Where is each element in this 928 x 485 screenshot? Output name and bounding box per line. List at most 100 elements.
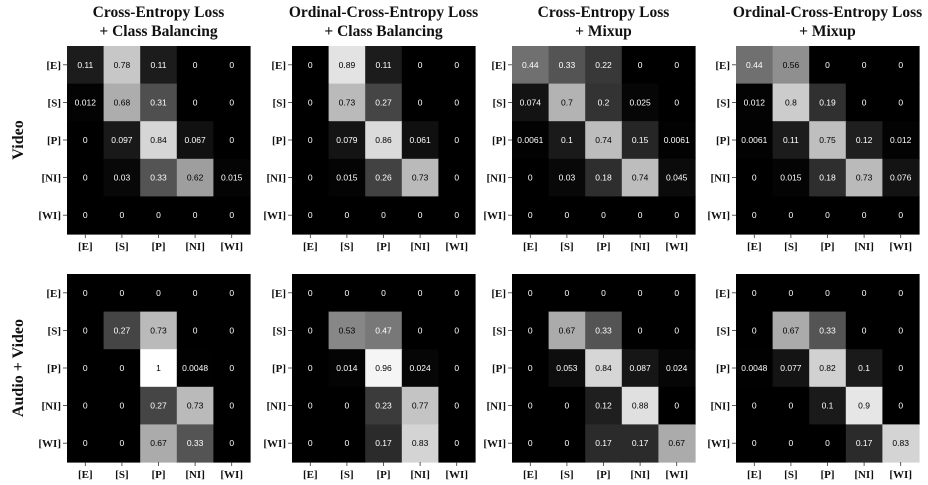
column-title: Cross-Entropy Loss [538,4,670,21]
heatmap-cell [140,83,178,122]
column-title: Cross-Entropy Loss [93,4,225,21]
heatmap-cell [736,274,774,313]
cell-value-label: 0.84 [595,363,612,373]
heatmap-cell [845,158,883,197]
heatmap-cell [103,274,141,313]
y-tick-label: [P] [272,363,286,375]
heatmap-cell [548,46,586,85]
heatmap-cell [621,349,659,388]
heatmap-cell [401,311,439,350]
heatmap-cell [585,349,623,388]
cell-value-label: 0 [638,210,643,220]
y-tick-label: [WI] [38,438,61,450]
heatmap-cell [140,274,178,313]
cell-value-label: 0.17 [595,438,612,448]
x-tick-label: [P] [596,241,610,253]
y-tick-label: [E] [715,288,730,300]
cell-value-label: 0.53 [339,325,356,335]
heatmap-cell [882,311,920,350]
cell-value-label: 0.26 [375,173,392,183]
cell-value-label: 0 [308,135,313,145]
heatmap-cell [176,121,214,160]
heatmap-cell [585,83,623,122]
cell-value-label: 0 [601,288,606,298]
x-tick-label: [NI] [630,241,650,253]
cell-value-label: 0 [308,60,313,70]
heatmap-cell [585,196,623,235]
heatmap-cell [772,121,810,160]
cell-value-label: 0 [454,210,459,220]
cell-value-label: 0 [229,325,234,335]
y-tick-label: [E] [271,288,286,300]
heatmap-cell [438,158,476,197]
cell-value-label: 0.33 [187,438,204,448]
cell-value-label: 0 [752,288,757,298]
row-label: Video [10,120,27,159]
confusion-matrix: 0.44 0.33 0.22 0 0 0.074 0.7 0.2 0.025 0 0.0061 0.1… [483,46,696,253]
cell-value-label: 0 [308,401,313,411]
cell-value-label: 0 [418,288,423,298]
cell-value-label: 0 [789,288,794,298]
heatmap-cell [213,196,251,235]
heatmap-cell [512,158,550,197]
heatmap-cell [103,158,141,197]
y-tick-label: [E] [491,288,506,300]
heatmap-cell [845,274,883,313]
cell-value-label: 0 [674,97,679,107]
heatmap-cell [438,424,476,463]
cell-value-label: 0 [193,97,198,107]
x-tick-label: [WI] [665,241,688,253]
cell-value-label: 0 [565,401,570,411]
cell-value-label: 0.076 [890,173,912,183]
cell-value-label: 0.11 [77,60,93,70]
y-tick-label: [NI] [41,401,61,413]
cell-value-label: 0.0061 [741,135,767,145]
cell-value-label: 0 [825,60,830,70]
heatmap-cell [512,83,550,122]
cell-value-label: 0.83 [892,438,909,448]
cell-value-label: 0.077 [780,363,802,373]
x-tick-label: [S] [340,241,353,253]
heatmap-cell [103,46,141,85]
cell-value-label: 0.012 [75,97,97,107]
y-tick-label: [E] [46,60,61,72]
heatmap-cell [103,83,141,122]
cell-value-label: 0 [898,97,903,107]
heatmap-cell [621,46,659,85]
cell-value-label: 0 [418,210,423,220]
heatmap-cell [772,83,810,122]
cell-value-label: 0.012 [744,97,766,107]
cell-value-label: 0.67 [559,325,576,335]
heatmap-cell [809,83,847,122]
y-tick-label: [NI] [710,401,730,413]
column-title: + Mixup [575,23,632,40]
heatmap-cell [621,196,659,235]
heatmap-cell [658,424,696,463]
heatmap-cell [292,196,330,235]
cell-value-label: 0.17 [856,438,873,448]
y-tick-label: [P] [716,135,730,147]
cell-value-label: 0.03 [559,173,576,183]
cell-value-label: 0.0048 [741,363,767,373]
confusion-matrix: 0.11 0.78 0.11 0 0 0.012 0.68 0.31 0 0 0 0.097 0.84 0… [38,46,251,253]
y-tick-label: [P] [492,363,506,375]
heatmap-cell [438,196,476,235]
cell-value-label: 0 [229,97,234,107]
heatmap-cell [328,121,366,160]
heatmap-cell [621,274,659,313]
heatmap-cell [621,83,659,122]
heatmap-cell [736,46,774,85]
cell-value-label: 0.84 [150,135,167,145]
cell-value-label: 0 [454,135,459,145]
y-tick-label: [P] [492,135,506,147]
x-tick-label: [S] [560,469,573,481]
cell-value-label: 0 [638,288,643,298]
cell-value-label: 0 [528,401,533,411]
cell-value-label: 0 [83,363,88,373]
heatmap-cell [772,46,810,85]
heatmap-cell [328,424,366,463]
heatmap-cell [176,46,214,85]
column-title: Ordinal-Cross-Entropy Loss [289,4,478,21]
heatmap-cell [176,158,214,197]
heatmap-cell [809,311,847,350]
